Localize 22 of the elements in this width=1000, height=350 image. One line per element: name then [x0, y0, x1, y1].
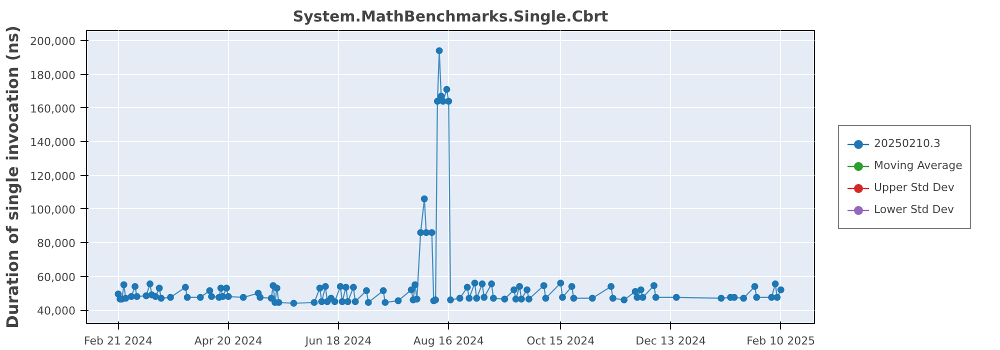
legend-label: Upper Std Dev	[874, 181, 954, 194]
y-tick-label: 40,000	[37, 304, 76, 318]
y-tick-label: 100,000	[30, 203, 76, 216]
x-tick-label: Aug 16 2024	[413, 334, 484, 348]
y-tick-label: 120,000	[30, 170, 76, 183]
x-tick-label: Jun 18 2024	[304, 334, 372, 348]
x-tick-label: Feb 21 2024	[84, 334, 152, 348]
y-tick-label: 80,000	[37, 237, 76, 250]
y-tick-label: 200,000	[30, 35, 76, 48]
y-tick-label: 140,000	[30, 136, 76, 150]
x-tick-label: Apr 20 2024	[194, 334, 262, 348]
chart-title: System.MathBenchmarks.Single.Cbrt	[292, 8, 608, 26]
x-tick-label: Feb 10 2025	[746, 334, 816, 348]
y-tick-label: 60,000	[37, 270, 76, 284]
legend-label: 20250210.3	[874, 137, 940, 150]
x-tick-label: Dec 13 2024	[636, 334, 706, 348]
legend-label: Moving Average	[874, 159, 962, 172]
legend-label: Lower Std Dev	[874, 203, 954, 216]
x-tick-label: Oct 15 2024	[526, 334, 595, 348]
y-tick-label: 160,000	[30, 102, 76, 116]
y-axis-title: Duration of single invocation (ns)	[3, 26, 22, 328]
y-tick-label: 180,000	[30, 68, 76, 82]
